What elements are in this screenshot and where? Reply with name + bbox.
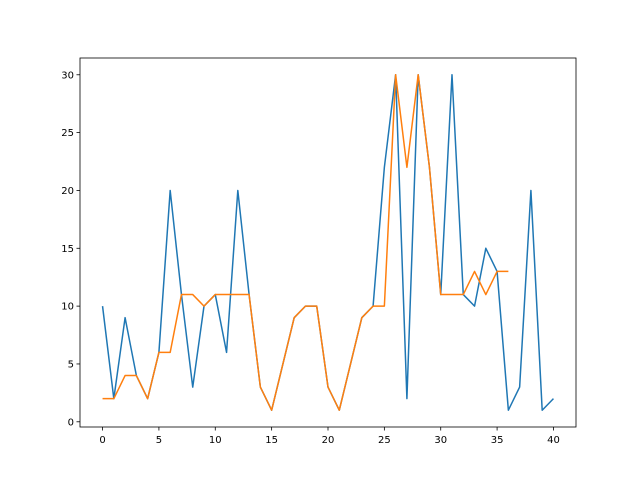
y-tick-label: 0 — [68, 417, 74, 428]
y-tick-label: 10 — [61, 302, 74, 313]
axes-frame — [79, 57, 577, 428]
y-tick-label: 25 — [61, 128, 74, 139]
x-tick-label: 35 — [491, 435, 504, 446]
x-tick-label: 10 — [209, 435, 222, 446]
y-tick-label: 15 — [61, 244, 74, 255]
y-tick-label: 20 — [61, 186, 74, 197]
x-tick-label: 25 — [378, 435, 391, 446]
x-tick-label: 15 — [265, 435, 278, 446]
x-tick-label: 40 — [547, 435, 560, 446]
x-tick-label: 30 — [434, 435, 447, 446]
y-tick-label: 5 — [68, 359, 74, 370]
x-tick-label: 5 — [156, 435, 162, 446]
y-tick-label: 30 — [61, 70, 74, 81]
x-tick-label: 20 — [322, 435, 335, 446]
line-series — [102, 74, 509, 411]
x-tick-label: 0 — [99, 435, 105, 446]
